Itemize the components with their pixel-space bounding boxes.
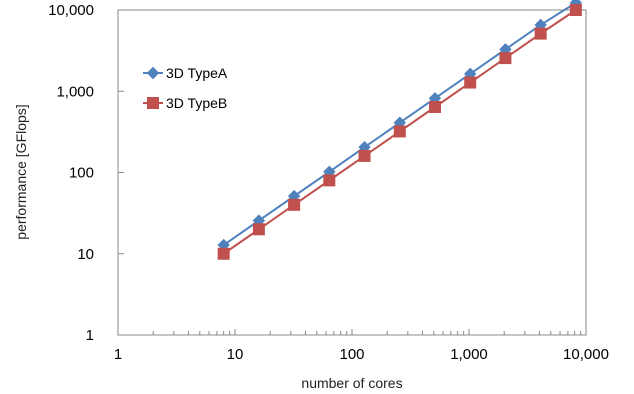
x-tick-label: 1 <box>114 346 122 363</box>
legend-item: 3D TypeB <box>143 95 227 111</box>
y-tick-labels: 1 10 100 1,000 10,000 <box>48 2 94 344</box>
axis-ticks <box>117 9 582 336</box>
data-point <box>393 125 406 138</box>
data-point <box>534 27 547 40</box>
legend: 3D TypeA 3D TypeB <box>143 65 228 111</box>
data-point <box>464 76 477 89</box>
data-point <box>217 247 230 260</box>
legend-marker <box>147 97 159 109</box>
series-typeb <box>217 4 582 260</box>
plot-area <box>117 9 587 336</box>
legend-marker <box>146 66 160 80</box>
y-tick-label: 10,000 <box>48 2 94 19</box>
data-point <box>569 4 582 16</box>
legend-label: 3D TypeB <box>166 95 227 111</box>
data-point <box>499 52 512 65</box>
y-tick-label: 1,000 <box>56 83 94 100</box>
y-tick-label: 10 <box>77 246 94 263</box>
x-tick-label: 10,000 <box>563 346 609 363</box>
x-tick-labels: 1 10 100 1,000 10,000 <box>114 346 609 363</box>
x-tick-label: 10 <box>227 346 244 363</box>
data-point <box>358 149 371 162</box>
y-axis-title: performance [GFlops] <box>13 104 29 239</box>
data-point <box>252 223 265 236</box>
series-layer <box>217 0 583 260</box>
y-tick-label: 1 <box>86 327 94 344</box>
y-tick-label: 100 <box>69 165 94 182</box>
legend-label: 3D TypeA <box>166 65 228 81</box>
data-point <box>428 100 441 113</box>
x-axis-title: number of cores <box>301 375 402 391</box>
data-point <box>288 198 301 211</box>
x-tick-label: 1,000 <box>450 346 488 363</box>
legend-item: 3D TypeA <box>143 65 228 81</box>
data-point <box>323 174 336 187</box>
x-tick-label: 100 <box>339 346 364 363</box>
